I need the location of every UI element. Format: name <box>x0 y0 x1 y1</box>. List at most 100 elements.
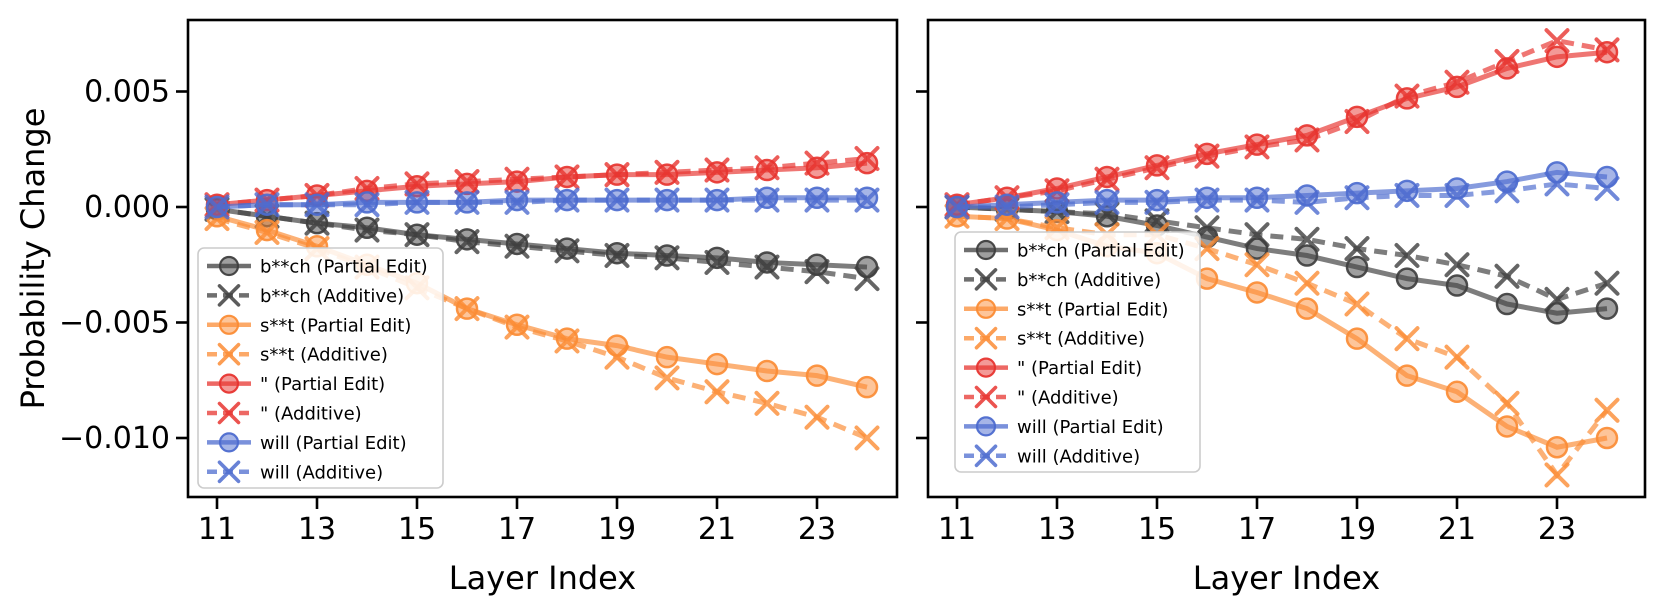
left-series-2-circle-marker <box>805 364 829 387</box>
right-series-1-x-marker <box>1394 243 1420 269</box>
legend-label: will (Additive) <box>260 462 383 483</box>
left-series-7-x-marker <box>704 187 730 213</box>
legend-circle-marker <box>218 255 240 277</box>
left-series-7-x-marker <box>254 192 280 218</box>
legend-x-marker <box>217 401 241 425</box>
right-series-5-x-marker <box>1494 48 1520 74</box>
legend-x-marker <box>217 460 241 484</box>
right-series-4-circle-marker <box>1545 45 1569 69</box>
right-series-2-circle-marker <box>1295 297 1319 320</box>
x-tick-label: 11 <box>938 512 976 547</box>
legend-label: " (Additive) <box>1017 388 1119 409</box>
left-series-3-x-marker <box>454 296 480 322</box>
left-series-3-x-marker <box>804 404 830 430</box>
left-series-1-x-marker <box>454 229 480 255</box>
left-series-7-x-marker <box>554 187 580 213</box>
legend-label: s**t (Additive) <box>1017 329 1145 350</box>
legend-x-marker <box>974 385 998 409</box>
left-series-1-x-marker <box>404 222 430 248</box>
right-series-7-x-marker <box>1594 176 1620 202</box>
left-series-3-x-marker <box>504 314 530 340</box>
right-series-5-x-marker <box>1094 166 1120 192</box>
left-series-line-7 <box>216 197 867 210</box>
right-plot: 11 13 15 17 19 21 23 Layer Index b**ch (Partial … <box>916 18 1647 597</box>
x-tick-label: 17 <box>498 512 536 547</box>
legend-circle-marker <box>975 357 997 378</box>
legend-label: b**ch (Partial Edit) <box>260 257 428 278</box>
right-series-5-x-marker <box>1394 83 1420 109</box>
left-legend-box <box>197 247 444 489</box>
right-series-1-x-marker <box>1594 270 1620 296</box>
right-series-5-x-marker <box>1244 134 1270 160</box>
right-series-1-x-marker <box>1444 252 1470 278</box>
right-series-3-x-marker <box>1294 270 1320 296</box>
legend-label: will (Additive) <box>1017 446 1140 467</box>
right-series-5-x-marker <box>1144 155 1170 181</box>
right-series-3-x-marker <box>1244 252 1270 278</box>
left-series-7-x-marker <box>454 189 480 215</box>
left-series-5-x-marker <box>654 159 680 185</box>
right-series-5-x-marker <box>1544 28 1570 54</box>
left-plot: 11 13 15 17 19 21 23 0.005 0.000 −0.005 −0.010 Laye… <box>14 18 899 597</box>
left-series-7-x-marker <box>754 187 780 213</box>
right-series-5-x-marker <box>1294 127 1320 153</box>
right-series-1-x-marker <box>1494 263 1520 289</box>
left-series-1-x-marker <box>554 238 580 264</box>
legend-x-marker <box>974 326 998 350</box>
yaxis-label: Probability Change <box>14 108 52 410</box>
left-series-5-x-marker <box>504 166 530 192</box>
right-series-2-circle-marker <box>1595 426 1619 450</box>
legend-label: " (Partial Edit) <box>260 374 385 395</box>
left-series-1-x-marker <box>354 217 380 243</box>
legend-label: s**t (Partial Edit) <box>1017 299 1168 320</box>
right-series-2-circle-marker <box>1545 435 1569 459</box>
left-series-3-x-marker <box>604 344 630 370</box>
right-series-0-circle-marker <box>1395 267 1419 290</box>
y-tick-label: 0.000 <box>84 190 170 225</box>
right-series-2-circle-marker <box>1495 415 1519 438</box>
x-tick-label: 15 <box>1138 512 1176 547</box>
right-series-0-circle-marker <box>1495 292 1519 316</box>
left-series-7-x-marker <box>204 194 230 220</box>
legend-label: " (Partial Edit) <box>1017 358 1142 379</box>
right-series-1-x-marker <box>1544 286 1570 312</box>
left-series-3-x-marker <box>854 425 880 451</box>
x-tick-label: 13 <box>298 512 336 547</box>
right-series-7-x-marker <box>1394 182 1420 208</box>
right-series-1-x-marker <box>1344 236 1370 262</box>
left-series-2-circle-marker <box>655 345 679 369</box>
right-series-3-x-marker <box>1394 326 1420 352</box>
legend-label: b**ch (Additive) <box>1017 270 1161 291</box>
right-series-3-x-marker <box>1444 344 1470 370</box>
left-series-5-x-marker <box>754 155 780 181</box>
right-series-line-7 <box>957 181 1608 210</box>
right-series-7-x-marker <box>1544 171 1570 197</box>
right-series-2-circle-marker <box>1345 327 1369 350</box>
left-series-line-1 <box>216 206 868 282</box>
left-legend: b**ch (Partial Edit) b**ch (Additive) s**t… <box>197 247 444 489</box>
legend-label: will (Partial Edit) <box>1017 417 1164 438</box>
right-series-0-circle-marker <box>1345 255 1369 279</box>
right-series-line-3 <box>956 213 1609 480</box>
left-series-3-x-marker <box>254 219 280 245</box>
x-tick-label: 15 <box>398 512 436 547</box>
x-tick-label: 21 <box>1438 512 1476 547</box>
left-series-5-x-marker <box>454 169 480 195</box>
left-series-7-x-marker <box>354 192 380 218</box>
right-series-2-circle-marker <box>1395 364 1419 387</box>
right-series-2-circle-marker <box>1445 380 1469 404</box>
left-series-3-x-marker <box>554 328 580 354</box>
y-tick-label: 0.005 <box>84 75 170 110</box>
left-series-3-x-marker <box>704 379 730 405</box>
left-series-2-circle-marker <box>755 359 779 383</box>
right-series-0-circle-marker <box>1245 237 1269 260</box>
x-tick-label: 17 <box>1238 512 1276 547</box>
left-series-3-x-marker <box>654 365 680 391</box>
legend-label: will (Partial Edit) <box>260 433 407 454</box>
legend-circle-marker <box>218 432 240 453</box>
left-series-7-x-marker <box>654 187 680 213</box>
legend-circle-marker <box>218 373 240 394</box>
legend-label: s**t (Partial Edit) <box>260 315 411 336</box>
left-series-5-x-marker <box>554 164 580 190</box>
